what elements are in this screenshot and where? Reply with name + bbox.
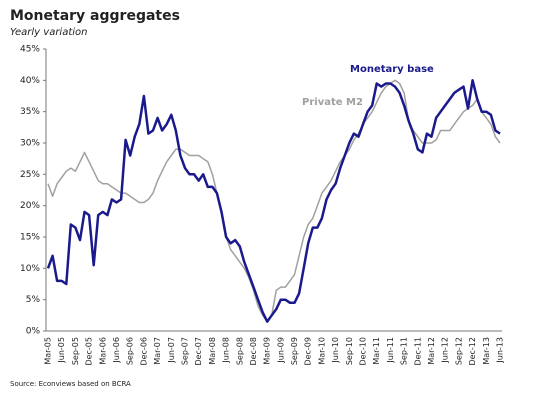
x-tick-label: Jun-13: [496, 337, 505, 364]
y-tick-label: 30%: [20, 139, 40, 149]
x-tick-label: Sep-12: [454, 337, 463, 365]
x-tick-label: Mar-11: [372, 337, 381, 365]
x-tick-label: Jun-09: [276, 337, 285, 364]
y-tick-label: 10%: [20, 264, 40, 274]
chart-title: Monetary aggregates: [10, 8, 180, 24]
x-tick-label: Mar-12: [427, 337, 436, 365]
y-tick-label: 45%: [20, 45, 40, 55]
chart-subtitle: Yearly variation: [10, 27, 88, 38]
x-tick-label: Jun-05: [57, 337, 66, 364]
y-tick-label: 5%: [26, 295, 41, 305]
x-tick-label: Mar-05: [44, 337, 53, 365]
x-tick-label: Dec-08: [249, 337, 258, 366]
x-tick-label: Sep-11: [400, 337, 409, 365]
source-note: Source: Econviews based on BCRA: [10, 380, 131, 388]
x-tick-label: Dec-10: [359, 337, 368, 366]
x-tick-label: Jun-08: [222, 337, 231, 364]
x-tick-label: Mar-07: [153, 337, 162, 365]
x-tick-label: Sep-08: [235, 337, 244, 365]
series-line: [46, 79, 501, 323]
x-tick-label: Dec-05: [85, 337, 94, 366]
x-tick-label: Mar-13: [482, 337, 491, 365]
x-tick-label: Sep-06: [126, 337, 135, 365]
legend-label: Private M2: [302, 97, 363, 108]
y-tick-label: 35%: [20, 107, 40, 117]
y-tick-label: 20%: [20, 201, 40, 211]
x-tick-label: Dec-09: [304, 337, 313, 366]
x-tick-label: Sep-09: [290, 337, 299, 365]
y-tick-label: 25%: [20, 170, 40, 180]
x-tick-label: Sep-07: [180, 337, 189, 365]
x-tick-label: Sep-10: [345, 337, 354, 365]
x-tick-label: Dec-11: [413, 337, 422, 366]
y-tick-label: 15%: [20, 233, 40, 243]
x-tick-label: Jun-11: [386, 337, 395, 364]
y-tick-label: 0%: [26, 327, 41, 337]
x-tick-label: Mar-08: [208, 337, 217, 365]
x-tick-label: Mar-09: [263, 337, 272, 365]
x-tick-label: Jun-06: [112, 337, 121, 364]
x-tick-label: Mar-06: [98, 337, 107, 365]
x-tick-label: Jun-12: [441, 337, 450, 364]
x-tick-label: Jun-10: [331, 337, 340, 364]
legend-label: Monetary base: [350, 64, 434, 75]
x-tick-label: Mar-10: [317, 337, 326, 365]
x-tick-label: Dec-12: [468, 337, 477, 366]
y-tick-label: 40%: [20, 76, 40, 86]
x-tick-label: Dec-06: [139, 337, 148, 366]
x-tick-label: Sep-05: [71, 337, 80, 365]
x-tick-label: Dec-07: [194, 337, 203, 366]
x-tick-label: Jun-07: [167, 337, 176, 364]
